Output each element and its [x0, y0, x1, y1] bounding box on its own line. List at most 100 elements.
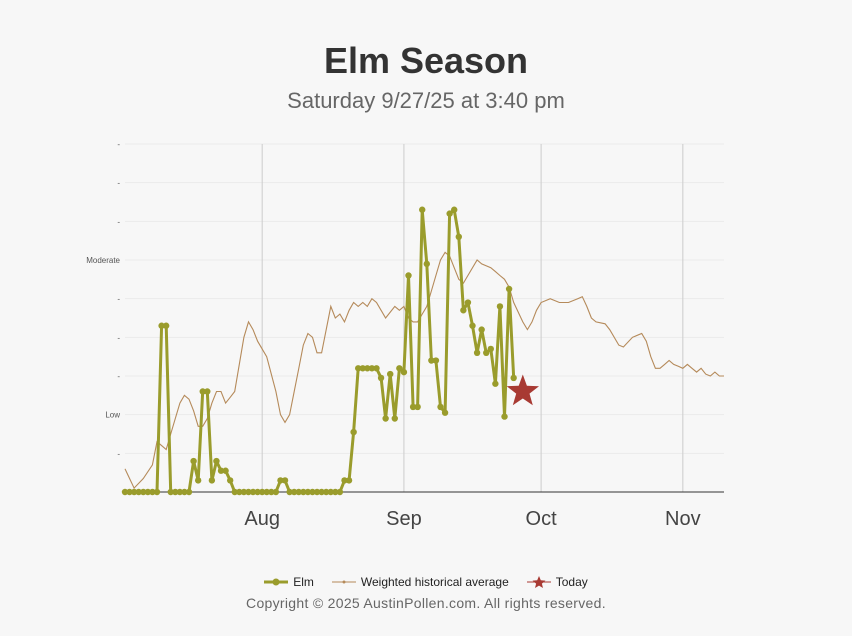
elm-data-point	[304, 488, 312, 496]
elm-data-point	[460, 307, 467, 314]
elm-data-point	[309, 488, 316, 496]
copyright-notice: Copyright © 2025 AustinPollen.com. All r…	[246, 595, 606, 611]
elm-data-point	[176, 488, 184, 496]
elm-data-point	[121, 488, 129, 496]
elm-data-point	[446, 210, 453, 217]
elm-data-point	[382, 415, 389, 422]
elm-data-point	[268, 488, 275, 496]
x-tick-label: Sep	[386, 508, 422, 530]
elm-data-point	[226, 477, 234, 484]
elm-data-point	[167, 488, 174, 496]
elm-data-point	[258, 488, 266, 496]
elm-data-point	[185, 488, 193, 496]
elm-data-point	[300, 488, 307, 496]
chart-title: Elm Season	[323, 40, 529, 81]
elm-data-point	[126, 488, 133, 496]
star-icon	[526, 576, 551, 588]
elm-data-point	[332, 488, 339, 496]
elm-data-point	[377, 374, 385, 382]
elm-data-point	[391, 415, 398, 422]
elm-data-point	[231, 488, 238, 496]
x-tick-label: Aug	[244, 508, 280, 530]
elm-data-point	[432, 357, 440, 364]
elm-data-point	[487, 345, 495, 353]
legend-label-historical: Weighted historical average	[360, 575, 509, 589]
elm-data-point	[368, 365, 376, 372]
elm-data-point	[236, 488, 243, 496]
elm-data-point	[327, 488, 334, 496]
legend-item-historical[interactable]: Weighted historical average	[331, 575, 509, 589]
elm-data-point	[172, 488, 179, 496]
elm-data-point	[419, 206, 426, 213]
x-tick-label: Oct	[526, 508, 558, 530]
elm-data-point	[249, 488, 257, 496]
thin-line-marker-icon	[331, 580, 356, 584]
elm-data-point	[222, 467, 229, 474]
elm-data-point	[208, 477, 216, 484]
legend-item-elm[interactable]: Elm	[264, 575, 314, 589]
pollen-chart: - Low - - - Moderate - - - Aug Sep Oct Nov	[86, 140, 724, 530]
y-tick-label: -	[117, 372, 120, 381]
y-tick-label: -	[117, 295, 120, 304]
elm-data-point	[373, 365, 380, 372]
elm-data-point	[162, 322, 170, 329]
elm-data-point	[240, 488, 248, 496]
elm-data-point	[350, 428, 357, 436]
elm-data-point	[437, 403, 444, 411]
elm-data-point	[281, 477, 289, 484]
elm-data-point	[254, 488, 261, 496]
x-tick-label: Nov	[665, 508, 701, 530]
elm-data-point	[204, 388, 211, 395]
elm-data-point	[441, 409, 449, 416]
elm-data-point	[483, 349, 490, 356]
elm-data-point	[318, 488, 325, 496]
elm-data-point	[492, 380, 499, 387]
elm-data-point	[387, 370, 394, 378]
elm-data-point	[277, 477, 284, 484]
elm-data-point	[364, 365, 371, 372]
elm-data-point	[181, 488, 188, 496]
elm-data-point	[199, 388, 206, 395]
elm-data-point	[213, 457, 220, 465]
legend-item-today[interactable]: Today	[526, 575, 588, 589]
elm-data-point	[478, 326, 485, 333]
elm-data-point	[217, 467, 225, 474]
elm-data-point	[336, 488, 344, 496]
elm-data-point	[510, 374, 517, 382]
historical-average-line	[124, 251, 724, 490]
y-tick-label: Low	[105, 411, 120, 420]
elm-data-point	[405, 272, 412, 279]
chart-subtitle: Saturday 9/27/25 at 3:40 pm	[287, 88, 565, 113]
y-tick-label: -	[117, 449, 120, 458]
elm-data-point	[345, 477, 353, 484]
elm-data-point	[414, 403, 421, 411]
elm-data-point	[144, 488, 152, 496]
elm-data-point	[428, 357, 435, 364]
elm-data-point	[245, 488, 252, 496]
elm-data-point	[469, 322, 476, 329]
elm-data-point	[464, 299, 472, 306]
elm-data-point	[130, 488, 138, 496]
elm-data-point	[153, 488, 161, 496]
elm-data-point	[135, 488, 142, 496]
today-star-marker	[506, 374, 539, 406]
elm-data-point	[322, 488, 330, 496]
elm-data-point	[400, 368, 408, 376]
elm-data-point	[341, 477, 348, 484]
elm-data-point	[286, 488, 293, 496]
elm-data-point	[359, 365, 366, 372]
elm-data-point	[396, 365, 403, 372]
elm-data-point	[313, 488, 321, 496]
elm-series-line	[125, 208, 516, 494]
y-tick-label: Moderate	[86, 256, 120, 265]
elm-data-point	[194, 477, 202, 484]
elm-data-point	[423, 260, 430, 268]
elm-data-point	[190, 457, 197, 465]
legend-label-elm: Elm	[293, 575, 314, 589]
elm-data-point	[263, 488, 270, 496]
elm-data-point	[354, 365, 362, 372]
elm-data-point	[140, 488, 147, 496]
line-dot-marker-icon	[264, 578, 289, 586]
elm-data-point	[505, 285, 513, 293]
elm-data-point	[455, 233, 462, 240]
